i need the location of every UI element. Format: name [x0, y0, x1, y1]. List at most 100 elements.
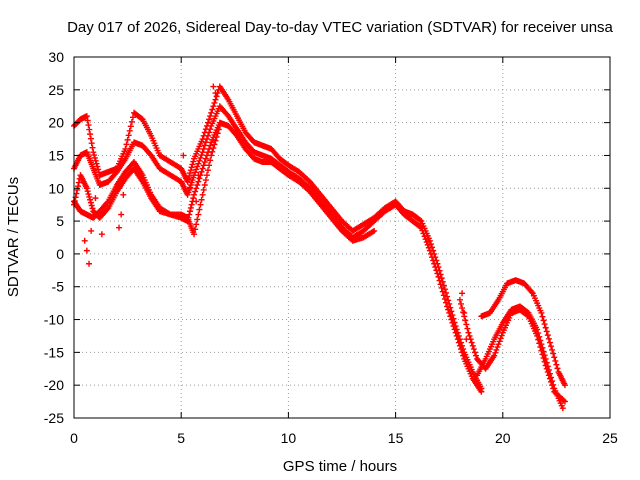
data-point — [123, 141, 130, 148]
data-point — [423, 239, 430, 246]
y-tick-label: 10 — [48, 180, 64, 196]
data-point — [184, 191, 191, 198]
data-point — [233, 132, 240, 139]
y-tick-label: 30 — [48, 49, 64, 65]
data-point — [328, 214, 335, 221]
data-point — [122, 155, 129, 162]
data-point — [193, 185, 200, 192]
chart-title: Day 017 of 2026, Sidereal Day-to-day VTE… — [67, 19, 613, 36]
data-point — [205, 132, 211, 139]
data-point — [339, 218, 345, 225]
data-point — [210, 145, 217, 152]
data-point — [296, 178, 303, 185]
data-point — [432, 264, 439, 271]
data-point — [206, 162, 213, 169]
data-point — [198, 152, 205, 159]
data-point — [90, 214, 97, 221]
data-point — [529, 290, 536, 297]
data-point — [549, 346, 556, 353]
data-point — [461, 309, 468, 316]
data-point — [207, 126, 214, 133]
data-point — [445, 306, 452, 313]
data-point — [454, 336, 461, 343]
data-point — [122, 175, 129, 182]
data-point — [426, 237, 433, 244]
x-tick-label: 10 — [281, 430, 297, 446]
data-point — [185, 175, 192, 182]
data-point — [129, 114, 136, 121]
data-point — [191, 191, 198, 198]
data-point — [437, 281, 444, 288]
data-point — [465, 329, 472, 336]
data-point — [187, 170, 194, 177]
data-series — [71, 83, 568, 412]
data-point — [539, 313, 546, 320]
data-point — [553, 361, 560, 368]
data-point — [139, 178, 146, 185]
x-tick-label: 15 — [388, 430, 404, 446]
data-point — [482, 365, 489, 372]
data-point — [191, 231, 198, 238]
data-point — [543, 328, 550, 335]
data-point — [118, 211, 125, 218]
data-point — [545, 335, 552, 342]
data-point — [456, 296, 463, 303]
data-point — [199, 165, 206, 172]
data-point — [178, 211, 185, 218]
data-point — [148, 195, 155, 202]
data-point — [104, 199, 111, 206]
data-point — [439, 288, 446, 295]
data-point — [419, 227, 426, 234]
plot-frame — [73, 56, 611, 419]
data-point — [93, 160, 100, 167]
data-point — [285, 162, 292, 169]
data-point — [212, 90, 219, 97]
y-tick-label: -20 — [44, 377, 64, 393]
data-point — [195, 160, 202, 167]
data-point — [216, 103, 223, 110]
data-point — [187, 208, 194, 215]
data-point — [190, 158, 197, 165]
data-point — [508, 309, 515, 316]
data-point — [156, 152, 163, 159]
data-point — [551, 354, 558, 361]
data-point — [482, 355, 489, 362]
data-point — [128, 118, 135, 125]
data-point — [478, 388, 485, 395]
data-point — [516, 306, 523, 313]
data-point — [88, 227, 95, 234]
data-point — [541, 321, 548, 328]
data-point — [251, 155, 258, 162]
data-point — [167, 172, 174, 179]
data-point — [198, 196, 205, 203]
data-point — [434, 270, 441, 277]
x-axis-label: GPS time / hours — [283, 458, 397, 475]
data-point — [442, 299, 449, 306]
data-point — [148, 152, 155, 159]
data-point — [122, 145, 129, 152]
data-point — [449, 319, 456, 326]
data-point — [251, 149, 258, 156]
data-point — [259, 159, 266, 166]
data-point — [233, 126, 240, 133]
data-point — [474, 372, 481, 379]
data-point — [554, 365, 561, 372]
data-point — [392, 201, 399, 208]
data-point — [207, 157, 214, 164]
data-point — [95, 166, 102, 173]
data-point — [213, 93, 220, 100]
data-point — [127, 123, 134, 130]
data-point — [233, 113, 240, 120]
data-point — [360, 234, 367, 241]
data-point — [125, 132, 132, 139]
data-point — [349, 237, 356, 244]
data-point — [456, 342, 463, 349]
y-tick-label: 25 — [48, 82, 64, 98]
data-point — [417, 217, 424, 224]
data-point — [545, 372, 552, 379]
data-point — [537, 344, 544, 351]
data-point — [433, 267, 440, 274]
data-point — [187, 204, 194, 211]
data-point — [206, 145, 213, 152]
data-point — [131, 139, 138, 146]
